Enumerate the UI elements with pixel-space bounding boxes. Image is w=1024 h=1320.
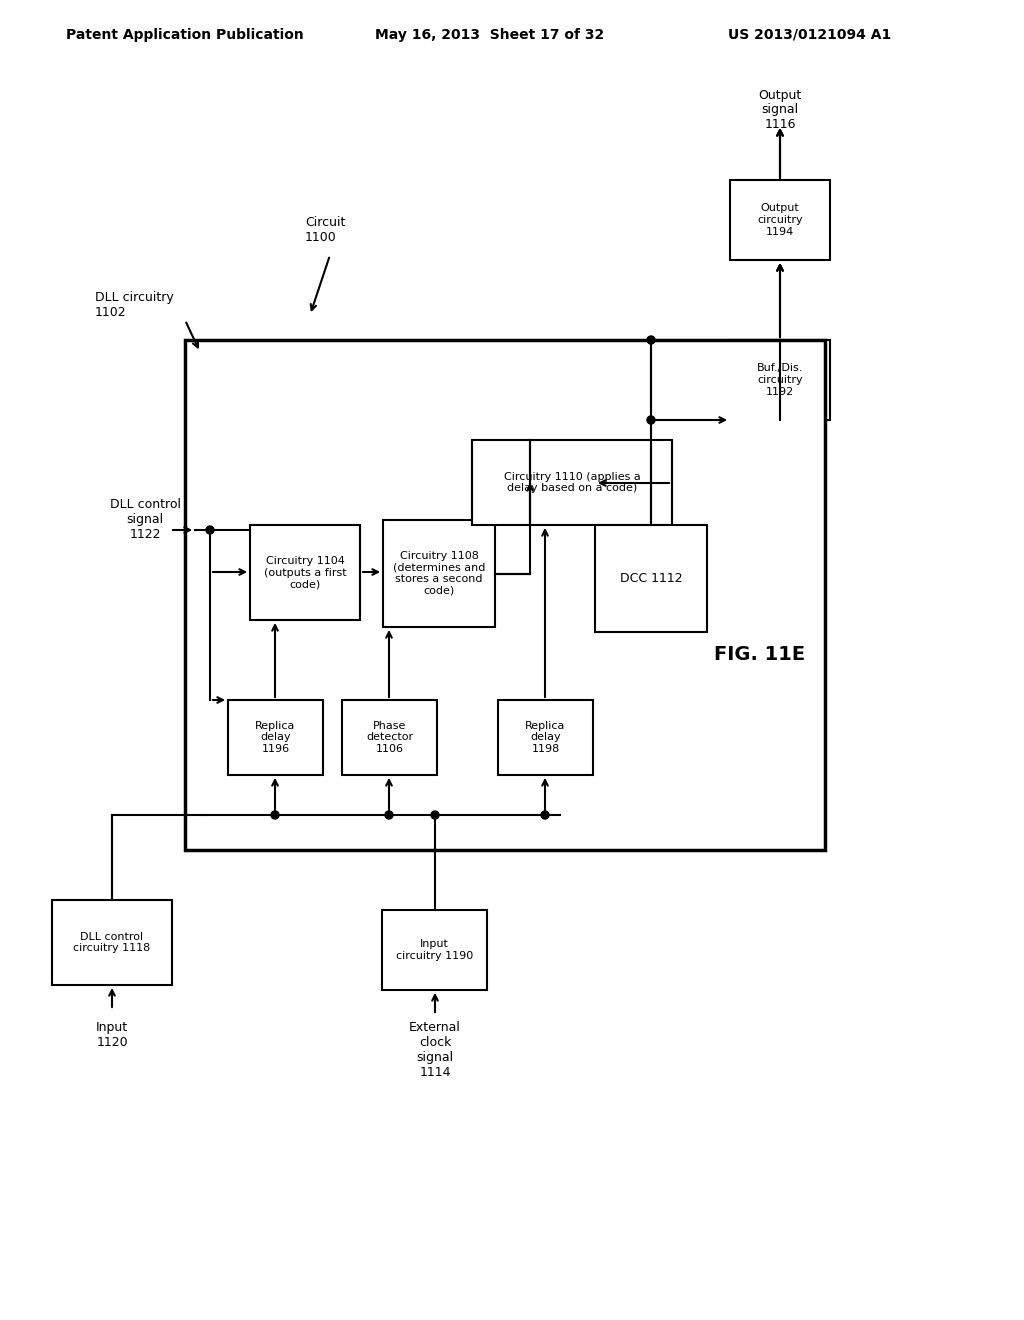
Text: May 16, 2013  Sheet 17 of 32: May 16, 2013 Sheet 17 of 32 — [376, 28, 604, 42]
Bar — [52, 900, 172, 985]
Text: Output
signal
1116: Output signal 1116 — [759, 88, 802, 132]
Circle shape — [647, 337, 655, 345]
Text: Patent Application Publication: Patent Application Publication — [67, 28, 304, 42]
Bar — [730, 180, 830, 260]
Bar — [472, 440, 672, 525]
Text: FIG. 11E: FIG. 11E — [715, 645, 806, 664]
Circle shape — [647, 416, 655, 424]
Circle shape — [206, 525, 214, 535]
Text: Circuit
1100: Circuit 1100 — [305, 216, 345, 244]
Text: Input
circuitry 1190: Input circuitry 1190 — [396, 940, 473, 961]
Text: Replica
delay
1198: Replica delay 1198 — [525, 721, 565, 754]
Text: Output
circuitry
1194: Output circuitry 1194 — [757, 203, 803, 236]
Bar — [250, 525, 360, 620]
Text: Circuitry 1104
(outputs a first
code): Circuitry 1104 (outputs a first code) — [264, 556, 346, 589]
Text: Replica
delay
1196: Replica delay 1196 — [255, 721, 296, 754]
Bar — [228, 700, 323, 775]
Circle shape — [541, 810, 549, 818]
Text: DLL circuitry
1102: DLL circuitry 1102 — [95, 290, 174, 319]
Text: DLL control
circuitry 1118: DLL control circuitry 1118 — [74, 932, 151, 953]
Text: US 2013/0121094 A1: US 2013/0121094 A1 — [728, 28, 892, 42]
Text: Phase
detector
1106: Phase detector 1106 — [366, 721, 413, 754]
Bar — [185, 341, 825, 850]
Circle shape — [271, 810, 279, 818]
Text: Buf./Dis.
circuitry
1192: Buf./Dis. circuitry 1192 — [757, 363, 803, 396]
Text: External
clock
signal
1114: External clock signal 1114 — [409, 1020, 461, 1078]
Bar — [730, 341, 830, 420]
Circle shape — [431, 810, 439, 818]
Text: DLL control
signal
1122: DLL control signal 1122 — [110, 499, 180, 541]
Text: DCC 1112: DCC 1112 — [620, 572, 682, 585]
Text: Circuitry 1110 (applies a
delay based on a code): Circuitry 1110 (applies a delay based on… — [504, 471, 640, 494]
Circle shape — [385, 810, 393, 818]
Bar — [383, 520, 495, 627]
Text: Input
1120: Input 1120 — [96, 1020, 128, 1049]
Bar — [595, 525, 707, 632]
Bar — [382, 909, 487, 990]
Text: Circuitry 1108
(determines and
stores a second
code): Circuitry 1108 (determines and stores a … — [393, 552, 485, 595]
Bar — [342, 700, 437, 775]
Bar — [498, 700, 593, 775]
